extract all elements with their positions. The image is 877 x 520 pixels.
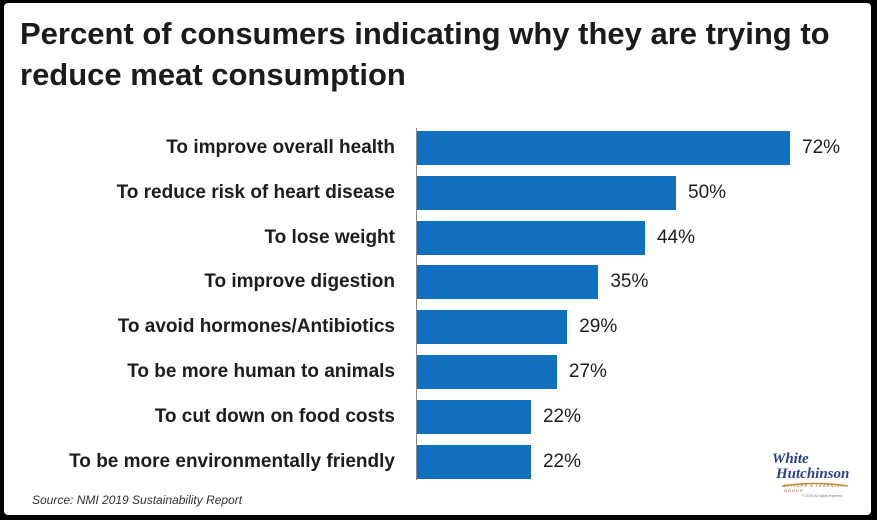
category-label: To be more environmentally friendly	[69, 450, 395, 472]
bar	[417, 399, 531, 434]
value-label: 29%	[579, 316, 618, 338]
logo-tagline: LEISURE & LEARNING GROUP	[784, 483, 845, 493]
chart-title: Percent of consumers indicating why they…	[20, 16, 830, 92]
value-label: 35%	[610, 271, 649, 293]
value-label: 50%	[688, 181, 727, 203]
category-label: To be more human to animals	[127, 361, 395, 382]
bar	[417, 444, 531, 479]
bar	[417, 265, 599, 300]
bar	[417, 355, 557, 389]
bar	[417, 220, 645, 255]
value-label: 22%	[542, 405, 581, 427]
logo-line-2: Hutchinson	[776, 466, 850, 482]
category-label: To reduce risk of heart disease	[116, 181, 395, 203]
category-label: To cut down on food costs	[154, 405, 395, 427]
value-label: 27%	[568, 361, 607, 382]
category-label: To improve overall health	[166, 137, 395, 158]
value-label: 22%	[542, 450, 581, 472]
logo-line-1: White	[772, 451, 809, 467]
category-label: To improve digestion	[204, 271, 395, 293]
value-label: 72%	[802, 137, 841, 158]
logo-swoosh-icon	[781, 482, 849, 487]
category-label: To avoid hormones/Antibiotics	[117, 316, 395, 338]
value-label: 44%	[656, 226, 695, 248]
category-label: To lose weight	[264, 226, 395, 248]
logo-copyright: © 2019 All rights reserved	[802, 494, 843, 498]
bar	[417, 310, 568, 345]
white-hutchinson-logo: White Hutchinson LEISURE & LEARNING GROU…	[772, 452, 862, 510]
source-note: Source: NMI 2019 Sustainability Report	[32, 493, 243, 507]
chart-frame: Percent of consumers indicating why they…	[4, 3, 871, 515]
category-axis-line	[416, 128, 417, 480]
bar	[417, 131, 790, 165]
bar	[417, 175, 677, 210]
